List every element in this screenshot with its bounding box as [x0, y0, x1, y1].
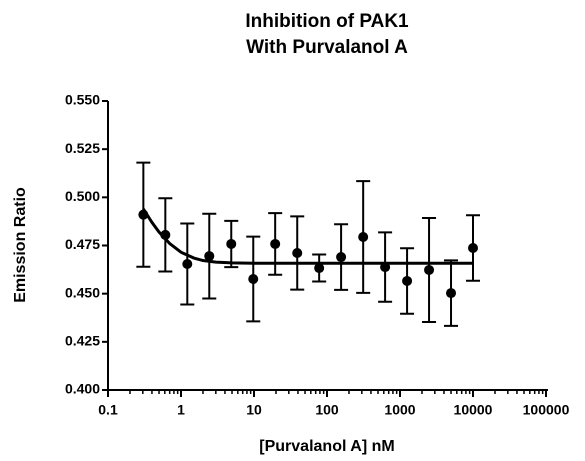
x-tick-label: 10	[246, 402, 262, 418]
data-point	[182, 258, 193, 269]
data-point	[314, 263, 325, 274]
x-tick-label: 100000	[523, 402, 570, 418]
y-tick-label: 0.550	[65, 92, 100, 108]
y-tick-label: 0.400	[65, 381, 100, 397]
data-point	[446, 288, 457, 299]
data-point	[138, 209, 149, 220]
y-axis-label: Emission Ratio	[12, 187, 29, 303]
y-tick-label: 0.450	[65, 284, 100, 300]
data-point	[380, 262, 391, 273]
data-point	[204, 251, 215, 262]
y-tick-label: 0.525	[65, 140, 100, 156]
data-point	[336, 252, 347, 263]
chart-title: With Purvalanol A	[246, 37, 408, 58]
data-point	[160, 229, 171, 240]
data-point	[358, 232, 369, 243]
x-tick-label: 0.1	[98, 402, 118, 418]
fit-curve	[142, 208, 473, 265]
data-point	[292, 248, 303, 259]
x-tick-label: 1	[177, 402, 185, 418]
x-tick-label: 1000	[384, 402, 415, 418]
chart-title: Inhibition of PAK1	[245, 11, 409, 32]
data-point	[424, 264, 435, 275]
y-tick-label: 0.500	[65, 188, 100, 204]
y-tick-label: 0.425	[65, 333, 100, 349]
x-tick-label: 100	[315, 402, 339, 418]
x-tick-label: 10000	[454, 402, 493, 418]
x-axis-label: [Purvalanol A] nM	[259, 438, 394, 455]
data-point	[248, 274, 259, 285]
data-point	[402, 275, 413, 286]
data-point	[468, 243, 478, 254]
data-point	[226, 238, 237, 249]
data-point	[270, 238, 281, 249]
y-tick-label: 0.475	[65, 236, 100, 252]
